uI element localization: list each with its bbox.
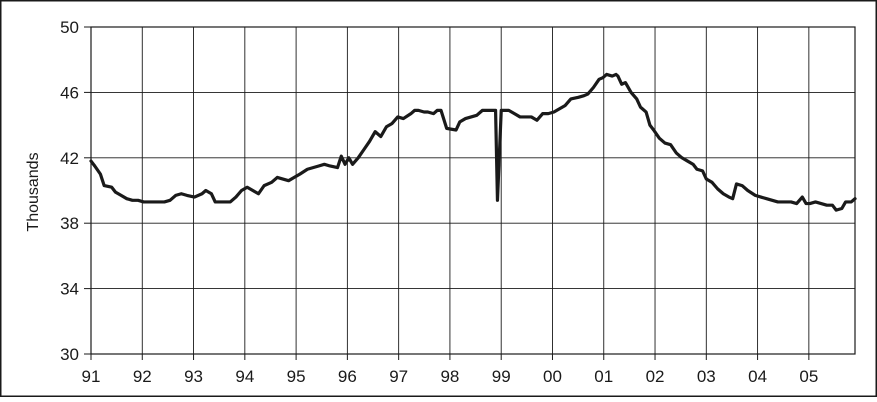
- y-tick-label: 50: [60, 18, 79, 37]
- x-axis-tick-labels: 91 92 93 94 95 96 97 98 99 00 01 02 03 04 05: [82, 367, 819, 386]
- y-axis-label: Thousands: [25, 152, 42, 231]
- series-lines: [89, 72, 857, 212]
- x-tick-label: 98: [440, 367, 459, 386]
- y-tick-label: 34: [60, 280, 79, 299]
- x-tick-label: 05: [799, 367, 818, 386]
- x-tick-label: 94: [235, 367, 254, 386]
- x-tick-label: 03: [697, 367, 716, 386]
- y-tick-label: 42: [60, 149, 79, 168]
- x-tick-label: 02: [646, 367, 665, 386]
- y-tick-label: 30: [60, 345, 79, 364]
- series-line: [89, 72, 857, 212]
- x-tick-label: 01: [594, 367, 613, 386]
- x-tick-label: 99: [492, 367, 511, 386]
- y-tick-label: 46: [60, 83, 79, 102]
- y-axis-tick-labels: 30 34 38 42 46 50: [60, 18, 79, 364]
- x-tick-label: 92: [133, 367, 152, 386]
- x-tick-label: 00: [543, 367, 562, 386]
- x-tick-label: 04: [748, 367, 767, 386]
- x-tick-label: 97: [389, 367, 408, 386]
- x-tick-label: 93: [184, 367, 203, 386]
- axis-ticks: [84, 26, 810, 360]
- x-tick-label: 91: [82, 367, 101, 386]
- y-tick-label: 38: [60, 214, 79, 233]
- plot-area-border: [90, 26, 856, 355]
- x-tick-label: 95: [287, 367, 306, 386]
- x-tick-label: 96: [338, 367, 357, 386]
